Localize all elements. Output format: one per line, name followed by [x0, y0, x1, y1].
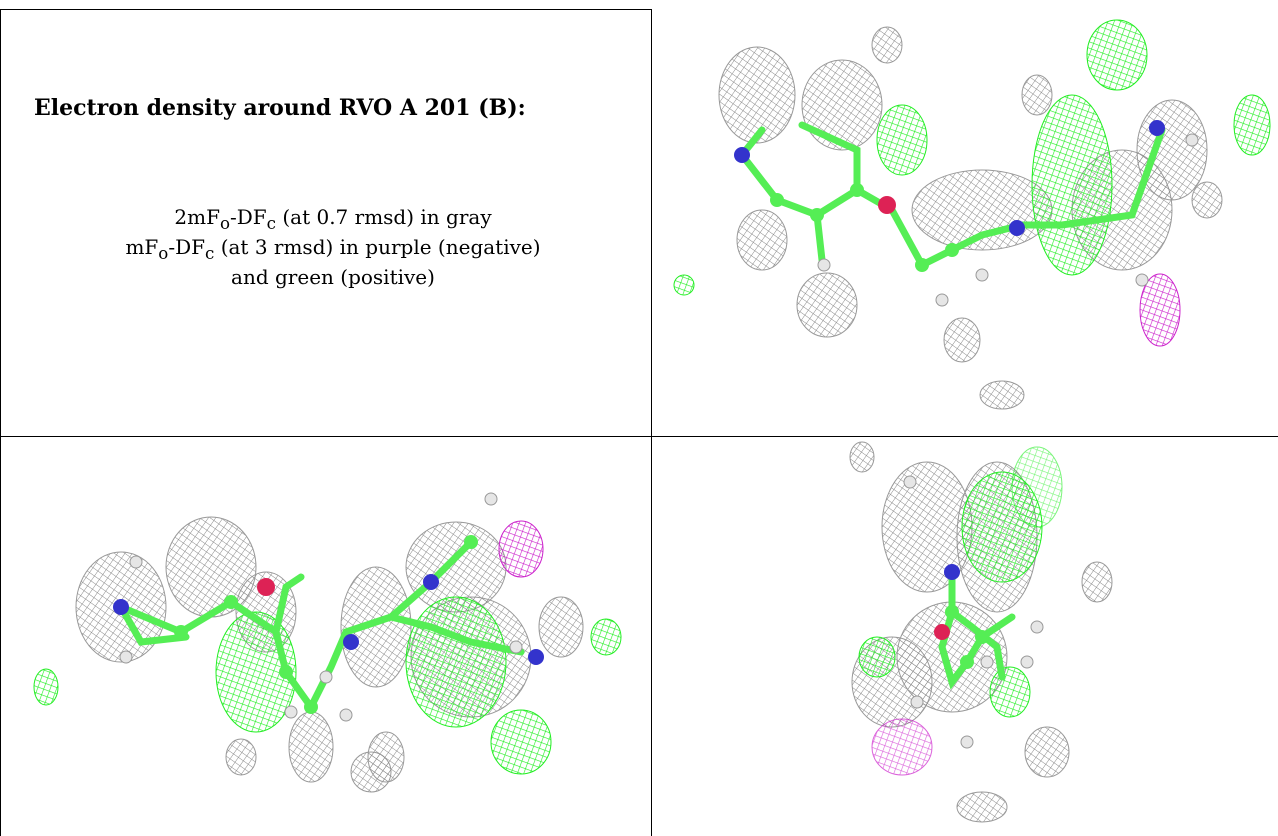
legend-2-suffix: (at 3 rmsd) in purple (negative) — [214, 235, 541, 259]
border-left — [0, 9, 1, 836]
density-view-bottom-left — [1, 437, 651, 836]
legend-2-prefix: mF — [125, 235, 159, 259]
legend-1-mid: -DF — [229, 205, 267, 229]
density-view-bottom-right — [652, 437, 1278, 836]
legend-1-suffix: (at 0.7 rmsd) in gray — [276, 205, 492, 229]
legend-2-sub-o: o — [158, 244, 169, 263]
legend-line-1: 2mFo-DFc (at 0.7 rmsd) in gray — [16, 202, 650, 239]
legend-1-sub-c: c — [266, 214, 276, 233]
figure-title: Electron density around RVO A 201 (B): — [34, 95, 526, 121]
border-top — [0, 9, 652, 10]
molecule-render-2 — [33, 492, 622, 793]
legend-line-2: mFo-DFc (at 3 rmsd) in purple (negative) — [16, 232, 650, 269]
legend-1-sub-o: o — [219, 214, 230, 233]
legend-2-mid: -DF — [168, 235, 205, 259]
border-middle-vertical — [651, 9, 652, 836]
molecule-render-1 — [673, 19, 1271, 410]
legend-2-sub-c: c — [205, 244, 215, 263]
legend-line-3: and green (positive) — [231, 265, 435, 289]
caption-cell: Electron density around RVO A 201 (B): 2… — [16, 10, 650, 435]
density-view-top-right — [652, 10, 1278, 436]
molecule-render-3 — [849, 441, 1113, 823]
legend-1-prefix: 2mF — [174, 205, 220, 229]
border-middle-horizontal — [0, 436, 1278, 437]
